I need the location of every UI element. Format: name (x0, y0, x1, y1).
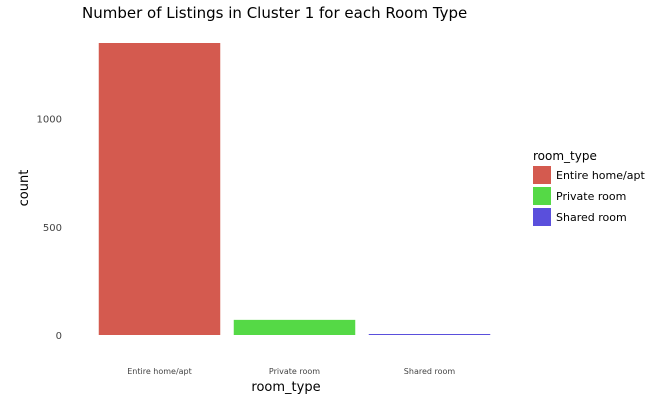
y-axis-ticks: 0 500 1000 (37, 115, 62, 342)
legend-title: room_type (533, 149, 597, 163)
bar-entire-home-apt (98, 43, 221, 335)
x-tick-label: Private room (269, 367, 320, 376)
y-tick-label: 1000 (37, 115, 62, 126)
legend-label: Shared room (556, 211, 627, 224)
y-tick-label: 0 (56, 331, 62, 342)
x-tick-label: Shared room (404, 367, 456, 376)
bars (98, 43, 491, 335)
x-axis-title: room_type (251, 380, 320, 395)
bar-private-room (233, 319, 356, 335)
chart-title: Number of Listings in Cluster 1 for each… (82, 4, 467, 22)
bar-shared-room (368, 334, 491, 335)
legend-label: Private room (556, 190, 626, 203)
legend-swatch-entire-home-apt (533, 166, 551, 184)
y-tick-label: 500 (43, 223, 62, 234)
legend: room_type Entire home/apt Private room S… (533, 149, 645, 226)
x-tick-label: Entire home/apt (127, 367, 192, 376)
y-axis-title: count (17, 170, 32, 207)
x-axis-ticks: Entire home/apt Private room Shared room (127, 367, 455, 376)
legend-swatch-private-room (533, 187, 551, 205)
legend-swatch-shared-room (533, 208, 551, 226)
legend-label: Entire home/apt (556, 169, 645, 182)
